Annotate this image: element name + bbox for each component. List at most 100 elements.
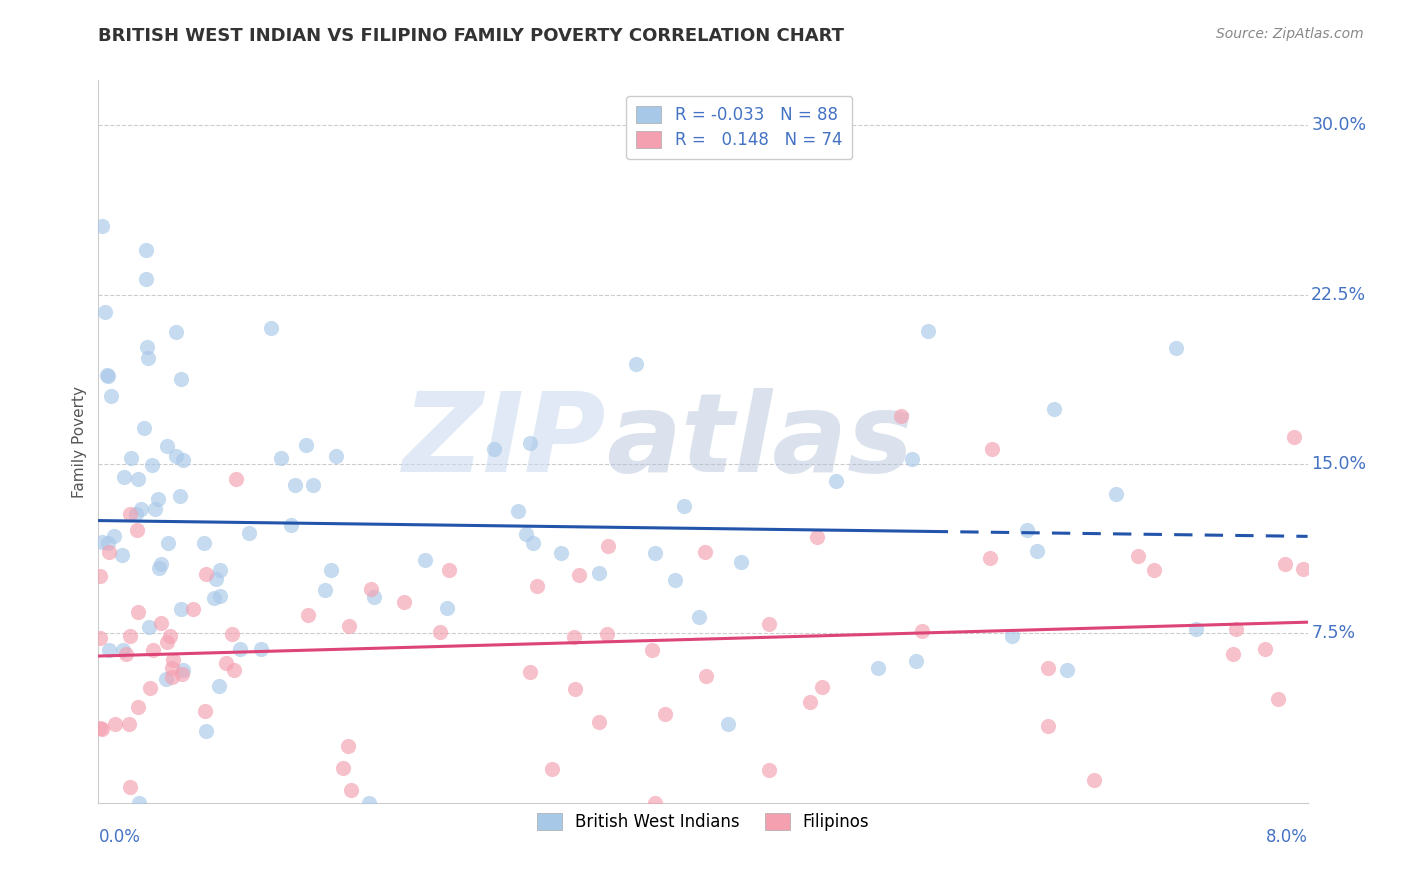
Point xyxy=(1038,719,1060,733)
Point xyxy=(127,472,149,486)
Point xyxy=(413,552,436,566)
Point xyxy=(1056,663,1078,677)
Text: 8.0%: 8.0% xyxy=(1265,828,1308,847)
Point xyxy=(143,502,166,516)
Point xyxy=(132,421,155,435)
Point xyxy=(436,601,458,615)
Point xyxy=(1083,772,1105,787)
Point xyxy=(332,760,354,774)
Point xyxy=(825,474,848,488)
Point xyxy=(506,504,529,518)
Point xyxy=(522,536,544,550)
Point xyxy=(222,663,245,677)
Point xyxy=(1015,523,1038,537)
Point xyxy=(280,517,302,532)
Point xyxy=(194,567,217,582)
Point xyxy=(172,664,194,678)
Point xyxy=(125,524,148,538)
Point xyxy=(482,442,505,456)
Point xyxy=(695,545,717,559)
Point xyxy=(1043,402,1066,417)
Point xyxy=(194,723,217,738)
Point xyxy=(588,715,610,730)
Y-axis label: Family Poverty: Family Poverty xyxy=(72,385,87,498)
Point xyxy=(169,489,191,503)
Point xyxy=(730,555,752,569)
Point xyxy=(103,529,125,543)
Text: 30.0%: 30.0% xyxy=(1312,117,1367,135)
Point xyxy=(515,527,537,541)
Point xyxy=(127,700,149,714)
Point xyxy=(209,563,232,577)
Point xyxy=(150,615,173,630)
Point xyxy=(1025,544,1047,558)
Legend: British West Indians, Filipinos: British West Indians, Filipinos xyxy=(530,806,876,838)
Point xyxy=(89,722,111,736)
Point xyxy=(314,583,336,598)
Point xyxy=(115,647,138,661)
Point xyxy=(148,491,170,506)
Point xyxy=(228,641,250,656)
Point xyxy=(1222,647,1244,661)
Point xyxy=(596,539,619,553)
Point xyxy=(100,389,122,403)
Point xyxy=(664,574,686,588)
Point xyxy=(155,672,177,686)
Point xyxy=(1001,630,1024,644)
Point xyxy=(550,546,572,560)
Point xyxy=(901,451,924,466)
Text: 7.5%: 7.5% xyxy=(1312,624,1355,642)
Point xyxy=(1254,641,1277,656)
Point xyxy=(202,591,225,606)
Point xyxy=(170,602,193,616)
Point xyxy=(148,560,170,574)
Point xyxy=(135,272,157,286)
Point xyxy=(568,567,591,582)
Point xyxy=(439,563,461,577)
Point xyxy=(162,653,184,667)
Point xyxy=(120,450,142,465)
Point xyxy=(758,764,780,778)
Point xyxy=(138,620,160,634)
Point xyxy=(339,619,361,633)
Point xyxy=(297,607,319,622)
Point xyxy=(127,605,149,619)
Point xyxy=(717,717,740,731)
Point xyxy=(194,705,217,719)
Point xyxy=(91,722,114,736)
Point xyxy=(319,563,342,577)
Point xyxy=(98,544,121,558)
Point xyxy=(596,627,619,641)
Point xyxy=(519,665,541,680)
Point xyxy=(284,477,307,491)
Point xyxy=(392,595,415,609)
Point xyxy=(340,782,363,797)
Point xyxy=(238,526,260,541)
Point xyxy=(165,325,187,339)
Text: Source: ZipAtlas.com: Source: ZipAtlas.com xyxy=(1216,27,1364,41)
Point xyxy=(138,681,160,695)
Point xyxy=(519,435,541,450)
Point xyxy=(209,589,232,603)
Point xyxy=(644,546,666,560)
Point xyxy=(91,534,114,549)
Point xyxy=(97,369,120,384)
Point xyxy=(96,368,118,382)
Point xyxy=(641,643,664,657)
Point xyxy=(128,796,150,810)
Point xyxy=(337,739,360,753)
Text: atlas: atlas xyxy=(606,388,914,495)
Point xyxy=(673,499,696,513)
Point xyxy=(1185,622,1208,636)
Point xyxy=(104,717,127,731)
Point xyxy=(1038,661,1060,675)
Point xyxy=(193,536,215,550)
Point xyxy=(588,566,610,581)
Point xyxy=(295,438,318,452)
Point xyxy=(181,602,204,616)
Point xyxy=(917,324,939,338)
Point xyxy=(118,717,141,731)
Point xyxy=(225,473,247,487)
Point xyxy=(654,707,676,722)
Point xyxy=(89,569,111,583)
